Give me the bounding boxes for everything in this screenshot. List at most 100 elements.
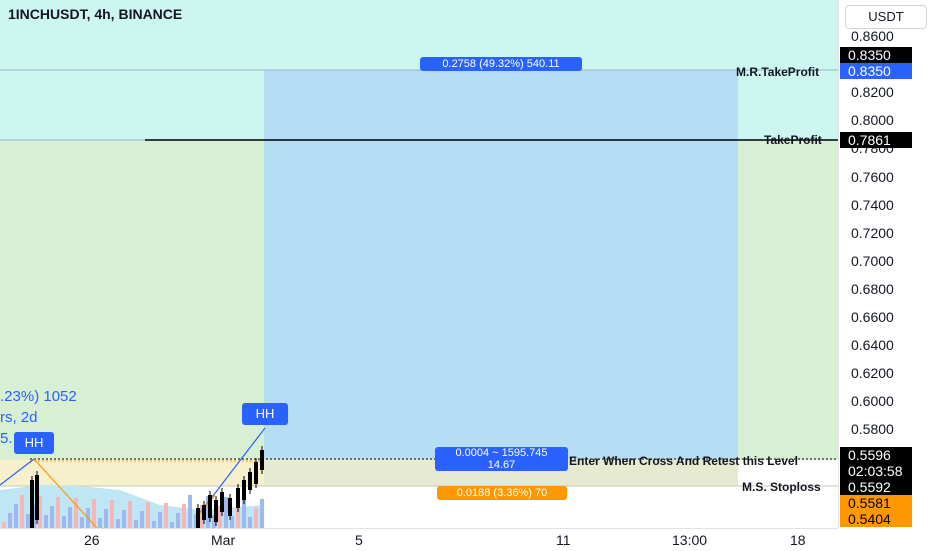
candle-body: [196, 508, 200, 528]
time-axis[interactable]: 26 Mar 5 11 13:00 18: [0, 528, 838, 551]
time-tick: 11: [556, 532, 571, 548]
hh-flag-right[interactable]: HH: [242, 403, 288, 425]
volume-bar: [218, 506, 222, 528]
entry-pill-line2: 14.67: [487, 459, 516, 471]
candle-body: [248, 472, 252, 490]
volume-bar: [140, 511, 144, 528]
volume-bar: [224, 497, 228, 528]
target-pill[interactable]: 0.2758 (49.32%) 540.11: [420, 57, 582, 71]
price-tick: 0.7000: [851, 252, 894, 269]
price-tick: 0.6200: [851, 365, 894, 382]
volume-bar: [98, 518, 102, 528]
cyan-background: [0, 0, 838, 70]
time-tick: 26: [84, 532, 100, 548]
price-axis[interactable]: 0.86000.84000.82000.80000.78000.76000.74…: [838, 0, 932, 528]
volume-bar: [38, 496, 42, 528]
target-zone[interactable]: [264, 70, 738, 459]
time-tick: 5: [355, 532, 363, 548]
volume-bar: [248, 517, 252, 528]
price-tick: 0.8000: [851, 112, 894, 129]
volume-bar: [26, 514, 30, 528]
volume-bar: [182, 504, 186, 528]
volume-bar: [62, 516, 66, 528]
entry-pill-line1: 0.0004 ~ 1595.745: [455, 447, 548, 459]
volume-bar: [260, 499, 264, 528]
price-tick: 0.5800: [851, 421, 894, 438]
volume-bar: [242, 498, 246, 528]
overlay-text-1: .23%) 1052: [0, 388, 77, 405]
mr-takeprofit-label: M.R.TakeProfit: [736, 65, 820, 79]
stop-pill[interactable]: 0.0188 (3.36%) 70: [437, 486, 567, 500]
price-tick: 0.7600: [851, 168, 894, 185]
volume-bar: [14, 504, 18, 528]
candle-body: [242, 480, 246, 500]
volume-bar: [8, 513, 12, 528]
blue-trend-line-right: [195, 427, 266, 519]
candle-body: [228, 498, 232, 516]
volume-bar: [116, 519, 120, 528]
stoploss-label: M.S. Stoploss: [742, 480, 821, 494]
candle-body: [254, 462, 258, 484]
volume-bar: [164, 503, 168, 528]
volume-bar: [104, 509, 108, 528]
countdown-badge: 02:03:58: [840, 463, 912, 479]
overlay-text-2: rs, 2d: [0, 409, 38, 426]
hh-flag-left[interactable]: HH: [14, 432, 54, 454]
volume-bar: [122, 510, 126, 528]
time-tick: 13:00: [672, 532, 708, 548]
candle-body: [30, 480, 34, 528]
volume-bar: [170, 522, 174, 528]
volume-bar: [56, 497, 60, 528]
volume-bar: [176, 513, 180, 528]
price-tick: 0.7400: [851, 196, 894, 213]
price-tick: 0.6400: [851, 337, 894, 354]
price-tick: 0.6800: [851, 280, 894, 297]
entry-label: Enter When Cross And Retest this Level: [569, 454, 798, 468]
chart-canvas[interactable]: [0, 0, 838, 528]
time-tick: Mar: [211, 532, 236, 548]
volume-bar: [50, 506, 54, 528]
symbol-title[interactable]: 1INCHUSDT, 4h, BINANCE: [8, 6, 183, 22]
candle-body: [260, 450, 264, 470]
price-tick: 0.8600: [851, 28, 894, 44]
volume-bar: [92, 499, 96, 528]
blue-trend-line-left: [0, 458, 35, 486]
volume-bar: [74, 498, 78, 528]
time-tick: 18: [790, 532, 806, 548]
stoploss-badge: 0.5592: [840, 479, 912, 495]
candle-body: [208, 495, 212, 518]
price-tick: 0.6000: [851, 393, 894, 410]
candle-body: [236, 488, 240, 508]
volume-bar: [110, 500, 114, 528]
current-price-badge: 0.5596: [840, 447, 912, 463]
entry-orange-badge: 0.5581: [840, 495, 912, 511]
volume-bar: [188, 495, 192, 528]
price-badge-top: 0.8350: [840, 47, 912, 63]
volume-bar: [68, 507, 72, 528]
stop-zone-left: [0, 459, 264, 486]
entry-pill[interactable]: 0.0004 ~ 1595.745 14.67: [435, 447, 568, 471]
price-tick: 0.6600: [851, 309, 894, 325]
volume-bar: [80, 517, 84, 528]
volume-bar: [20, 495, 24, 528]
volume-bar: [44, 515, 48, 528]
mr-takeprofit-badge: 0.8350: [840, 63, 912, 79]
volume-bar: [152, 521, 156, 528]
takeprofit-label: TakeProfit: [764, 133, 822, 147]
candle-body: [202, 505, 206, 520]
candle-body: [35, 475, 39, 520]
volume-bar: [230, 516, 234, 528]
price-tick: 0.7200: [851, 224, 894, 241]
volume-bar: [146, 502, 150, 528]
price-tick: 0.8200: [851, 84, 894, 101]
volume-bar: [158, 512, 162, 528]
volume-bar: [134, 520, 138, 528]
candles: [30, 446, 264, 528]
orange-trend-line: [33, 458, 98, 528]
volume-bar: [236, 507, 240, 528]
candle-body: [220, 492, 224, 512]
stop-orange-badge: 0.5404: [840, 511, 912, 527]
currency-button[interactable]: USDT: [845, 5, 927, 29]
candle-body: [214, 500, 218, 522]
volume-bar: [254, 508, 258, 528]
